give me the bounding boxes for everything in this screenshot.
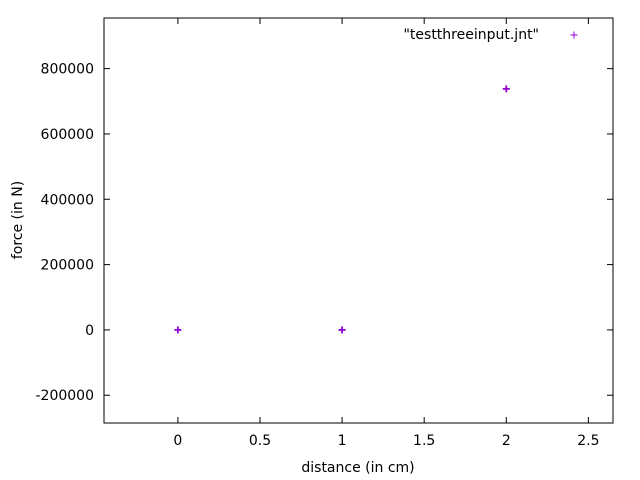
data-points [174, 85, 510, 334]
legend-marker-plus [570, 31, 578, 39]
x-axis-title: distance (in cm) [301, 460, 414, 476]
x-tick-label: 1.5 [413, 433, 435, 449]
plot-frame [103, 17, 614, 424]
legend-label: "testthreeinput.jnt" [403, 27, 539, 43]
x-tick-label: 2.5 [577, 433, 599, 449]
y-tick-labels: -200000 0 200000 400000 600000 800000 [36, 62, 95, 405]
y-tick-label: 0 [85, 323, 94, 339]
y-tick-label: -200000 [36, 388, 95, 404]
y-tick-label: 200000 [41, 258, 94, 274]
x-tick-label: 0 [173, 433, 182, 449]
y-tick-label: 400000 [41, 192, 94, 208]
x-tick-label: 0.5 [249, 433, 271, 449]
y-tick-label: 800000 [41, 62, 94, 78]
legend: "testthreeinput.jnt" [403, 27, 578, 43]
data-point [502, 85, 510, 93]
x-tick-label: 1 [338, 433, 347, 449]
legend-marker [570, 31, 578, 39]
x-tick-labels: 0 0.5 1 1.5 2 2.5 [173, 433, 599, 449]
data-point [174, 326, 182, 334]
y-tick-label: 600000 [41, 127, 94, 143]
y-axis-title: force (in N) [10, 181, 26, 259]
data-point [338, 326, 346, 334]
tick-marks [104, 18, 613, 423]
x-tick-label: 2 [502, 433, 511, 449]
